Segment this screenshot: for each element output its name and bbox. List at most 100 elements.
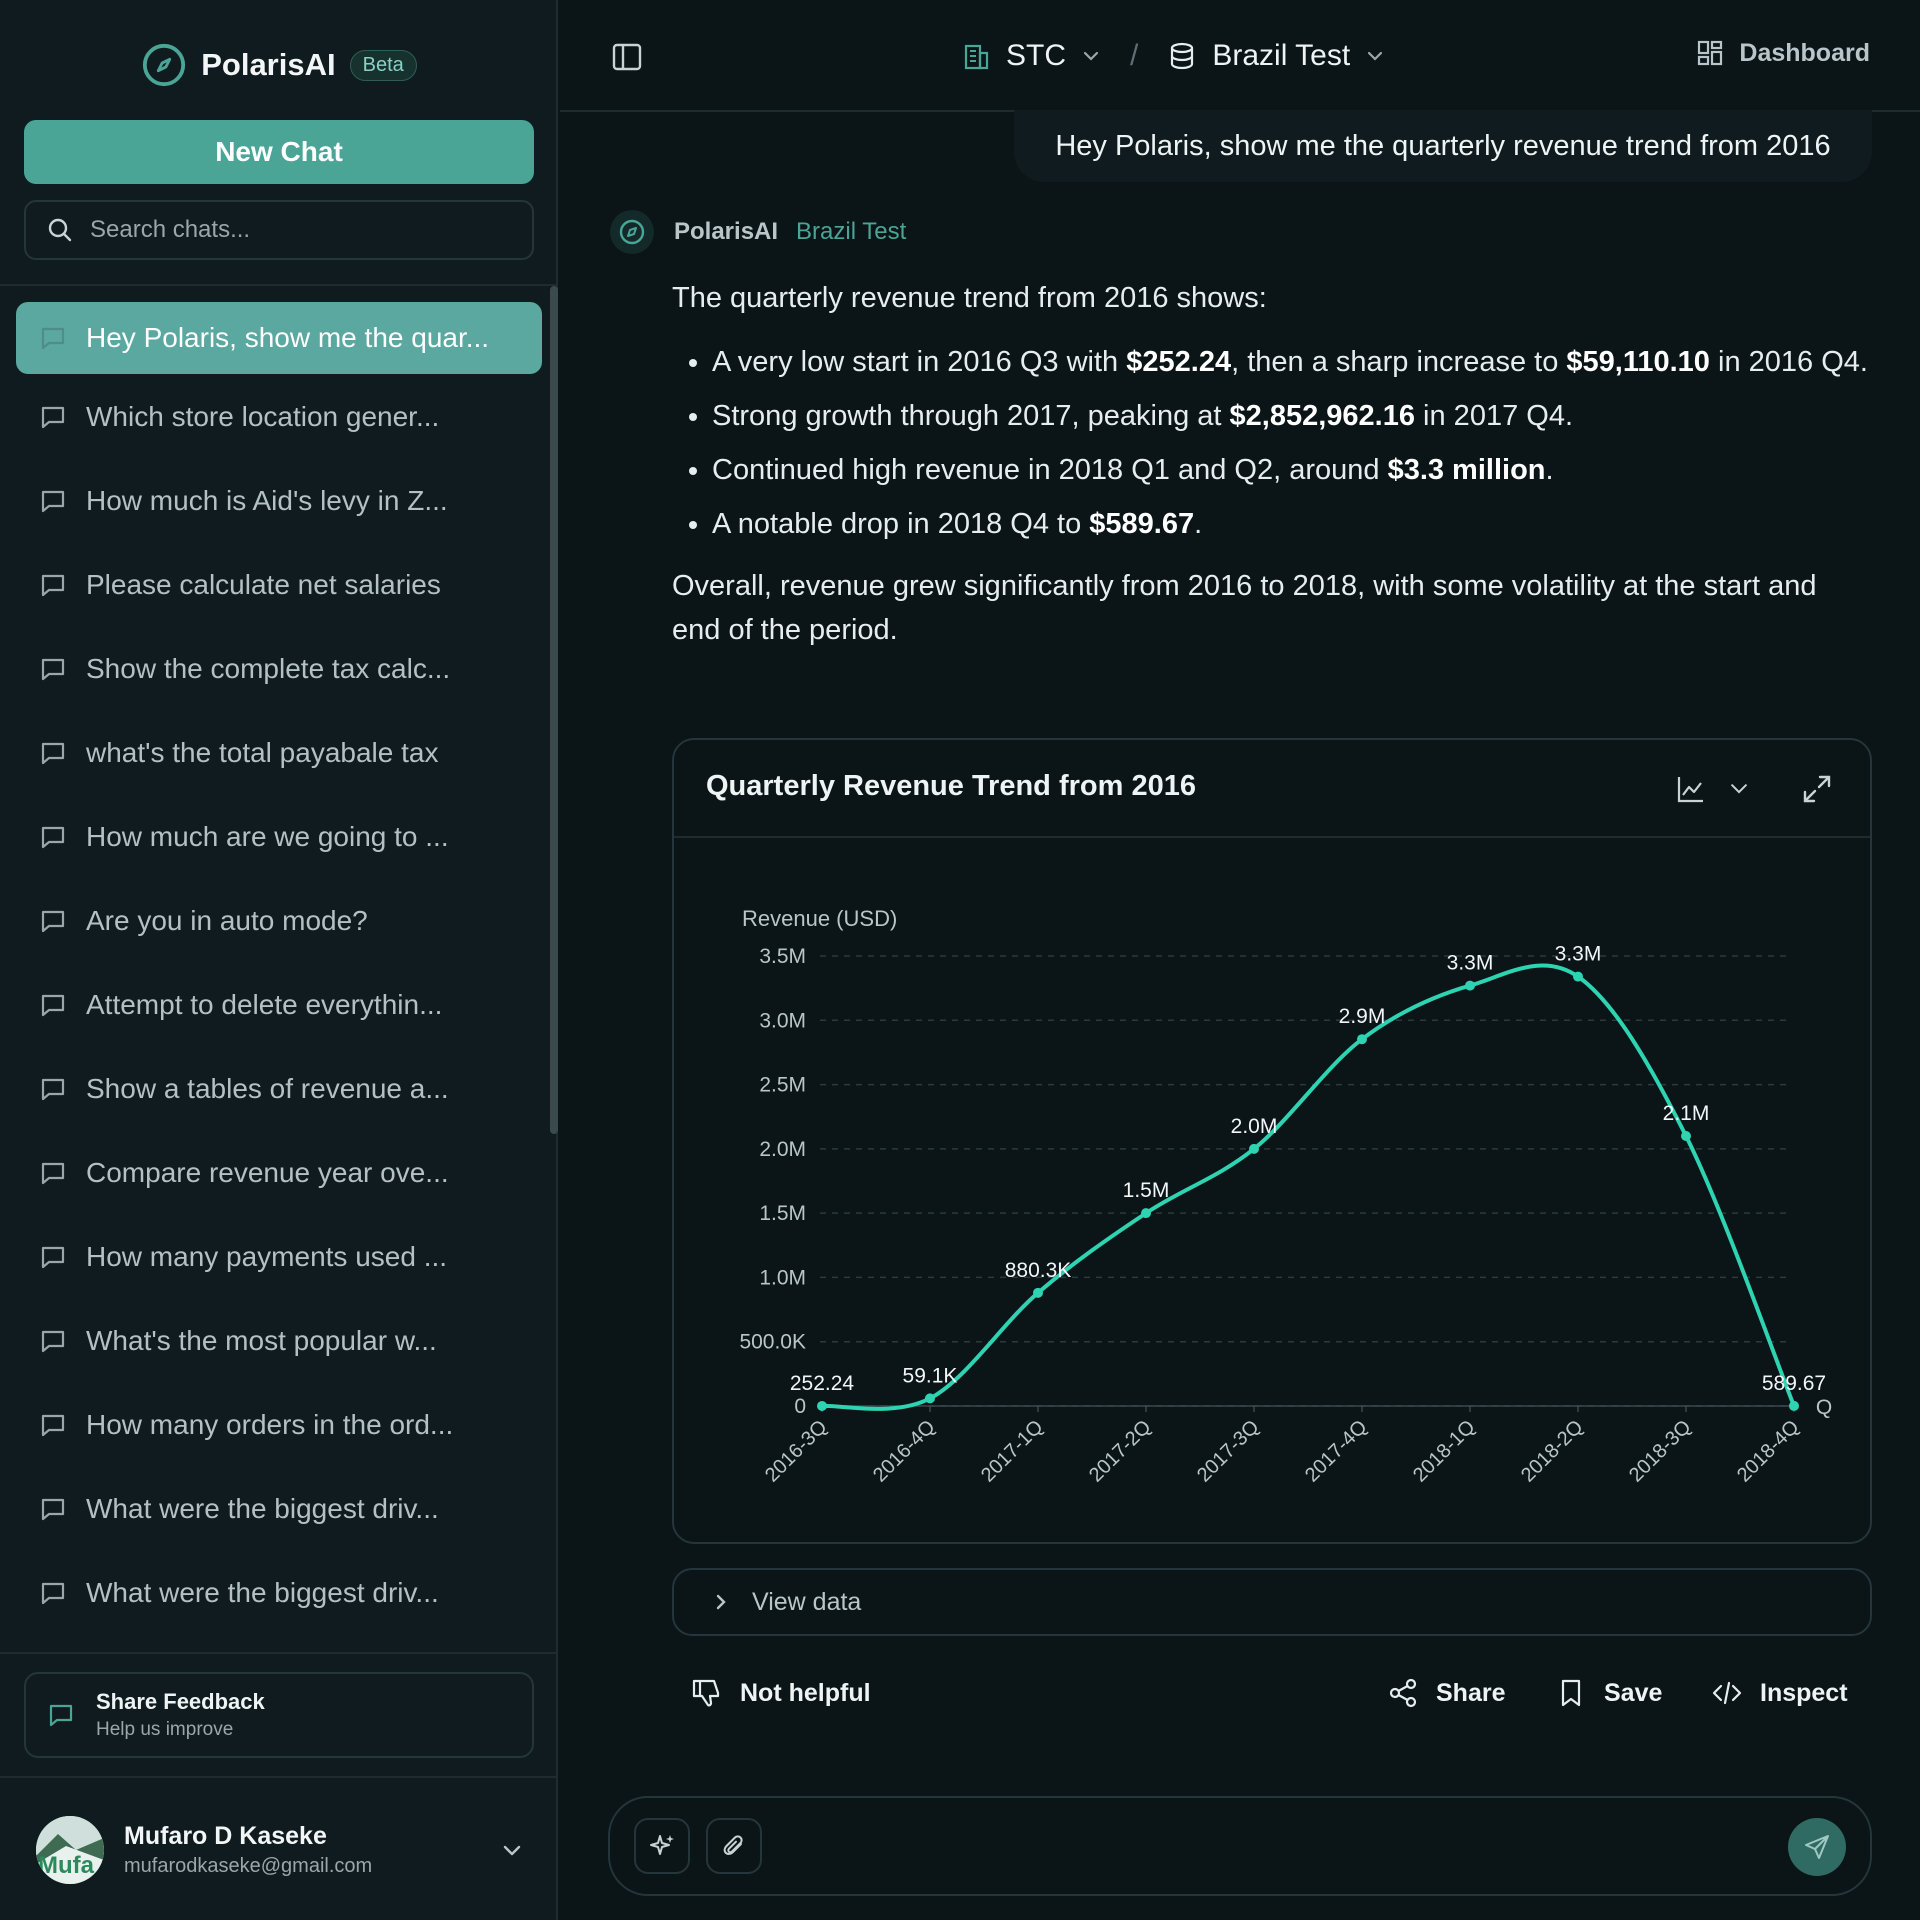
data-point	[925, 1393, 935, 1404]
message-actions: Not helpful Share Save Inspect	[690, 1668, 1860, 1724]
message-square-icon	[41, 658, 65, 681]
chat-history-item[interactable]: Hey Polaris, show me the quar...	[16, 302, 542, 374]
x-axis-label: Q	[1816, 1396, 1832, 1419]
chat-history-label: Hey Polaris, show me the quar...	[86, 322, 490, 353]
message-square-icon	[41, 1078, 65, 1101]
search-icon	[48, 218, 72, 242]
sidebar-scrollbar[interactable]	[550, 286, 558, 1134]
inspect-button[interactable]: Inspect	[1710, 1676, 1848, 1710]
not-helpful-label: Not helpful	[740, 1678, 871, 1707]
chat-history-item[interactable]: How much are we going to ...	[16, 801, 542, 873]
sparkles-icon	[650, 1835, 674, 1855]
dataset-selector[interactable]: Brazil Test	[1212, 39, 1351, 72]
x-tick-label: 2016-3Q	[761, 1416, 832, 1487]
x-tick-label: 2017-4Q	[1301, 1416, 1372, 1487]
feedback-subtitle: Help us improve	[96, 1719, 234, 1740]
chat-history-item[interactable]: Compare revenue year ove...	[16, 1137, 542, 1209]
chat-history-item[interactable]: Are you in auto mode?	[16, 885, 542, 957]
search-placeholder: Search chats...	[90, 216, 251, 243]
data-label: 2.9M	[1339, 1005, 1386, 1028]
chat-history-label: Attempt to delete everythin...	[86, 989, 443, 1020]
expand-icon[interactable]	[1800, 772, 1834, 806]
answer-bullets: A very low start in 2016 Q3 with $252.24…	[712, 340, 1872, 546]
answer-intro: The quarterly revenue trend from 2016 sh…	[672, 282, 1267, 314]
save-button[interactable]: Save	[1554, 1676, 1662, 1710]
view-data-toggle[interactable]: View data	[672, 1568, 1872, 1636]
line-chart-type-icon[interactable]	[1674, 772, 1708, 806]
sidebar: PolarisAI Beta New Chat Search chats... …	[0, 0, 558, 1920]
message-square-icon	[41, 327, 65, 350]
data-label: 2.1M	[1663, 1102, 1710, 1125]
save-label: Save	[1604, 1678, 1663, 1707]
divider	[0, 1652, 556, 1654]
attach-button[interactable]	[706, 1818, 762, 1874]
data-point	[1249, 1143, 1259, 1154]
chat-history-item[interactable]: what's the total payabale tax	[16, 717, 542, 789]
data-point	[1573, 971, 1583, 982]
x-tick-label: 2017-1Q	[977, 1416, 1048, 1487]
share-feedback-button[interactable]: Share Feedback Help us improve	[24, 1672, 534, 1758]
chat-history-item[interactable]: How much is Aid's levy in Z...	[16, 465, 542, 537]
ai-sparkle-button[interactable]	[634, 1818, 690, 1874]
message-square-icon	[41, 1330, 65, 1353]
chat-history-item[interactable]: How many payments used ...	[16, 1221, 542, 1293]
chat-history-label: Show the complete tax calc...	[86, 653, 451, 684]
chevron-down-icon[interactable]	[1726, 776, 1752, 802]
new-chat-button[interactable]: New Chat	[24, 120, 534, 184]
chat-history-label: How many payments used ...	[86, 1241, 448, 1272]
assistant-name: PolarisAI	[674, 218, 779, 245]
data-label: 3.3M	[1555, 943, 1602, 966]
message-square-icon	[49, 1704, 73, 1727]
data-point	[1465, 980, 1475, 991]
thumbs-down-icon	[692, 1679, 720, 1707]
org-selector[interactable]: STC	[1006, 39, 1066, 72]
chevron-down-icon[interactable]	[1080, 45, 1102, 67]
chevron-right-icon	[716, 1594, 726, 1610]
y-tick-label: 3.5M	[759, 945, 806, 968]
inspect-label: Inspect	[1760, 1678, 1848, 1707]
breadcrumb-separator: /	[1130, 39, 1139, 72]
message-square-icon	[41, 490, 65, 513]
chat-history-item[interactable]: Show a tables of revenue a...	[16, 1053, 542, 1125]
not-helpful-button[interactable]: Not helpful	[690, 1676, 871, 1710]
message-square-icon	[41, 742, 65, 765]
data-label: 589.67	[1762, 1372, 1826, 1395]
x-tick-label: 2017-2Q	[1085, 1416, 1156, 1487]
share-icon	[1389, 1678, 1417, 1708]
chat-history-item[interactable]: What were the biggest driv...	[16, 1557, 542, 1629]
sidebar-toggle-icon[interactable]	[610, 40, 644, 74]
chat-history-item[interactable]: Which store location gener...	[16, 381, 542, 453]
message-square-icon	[41, 1414, 65, 1437]
y-tick-label: 0	[794, 1395, 806, 1418]
message-square-icon	[41, 1498, 65, 1521]
data-point	[1357, 1034, 1367, 1045]
chat-history-item[interactable]: What's the most popular w...	[16, 1305, 542, 1377]
chat-history-item[interactable]: Attempt to delete everythin...	[16, 969, 542, 1041]
top-bar: STC / Brazil Test Dashboard	[560, 0, 1920, 112]
share-button[interactable]: Share	[1386, 1676, 1505, 1710]
database-icon	[1171, 42, 1194, 70]
chat-history-label: What were the biggest driv...	[86, 1577, 439, 1608]
code-icon	[1712, 1681, 1742, 1705]
chevron-down-icon[interactable]	[1364, 45, 1386, 67]
x-tick-label: 2018-1Q	[1409, 1416, 1480, 1487]
dashboard-link[interactable]: Dashboard	[1695, 38, 1870, 68]
chat-history-label: What's the most popular w...	[86, 1325, 437, 1356]
message-composer[interactable]	[608, 1796, 1872, 1896]
message-square-icon	[41, 406, 65, 429]
chevron-down-icon[interactable]	[498, 1836, 526, 1864]
data-point	[1789, 1400, 1799, 1411]
chat-history-item[interactable]: What were the biggest driv...	[16, 1473, 542, 1545]
y-tick-label: 2.0M	[759, 1138, 806, 1161]
send-icon	[1805, 1835, 1829, 1859]
user-menu[interactable]: Mufa Mufaro D Kaseke mufarodkaseke@gmail…	[36, 1810, 526, 1890]
chat-history-item[interactable]: How many orders in the ord...	[16, 1389, 542, 1461]
chat-history-label: Show a tables of revenue a...	[86, 1073, 449, 1104]
send-button[interactable]	[1788, 1818, 1846, 1876]
data-label: 252.24	[790, 1372, 855, 1395]
chat-history-item[interactable]: Show the complete tax calc...	[16, 633, 542, 705]
search-chats-input[interactable]: Search chats...	[24, 200, 534, 260]
paperclip-icon	[723, 1835, 743, 1855]
chat-history-item[interactable]: Please calculate net salaries	[16, 549, 542, 621]
answer-summary: Overall, revenue grew significantly from…	[672, 570, 1817, 646]
